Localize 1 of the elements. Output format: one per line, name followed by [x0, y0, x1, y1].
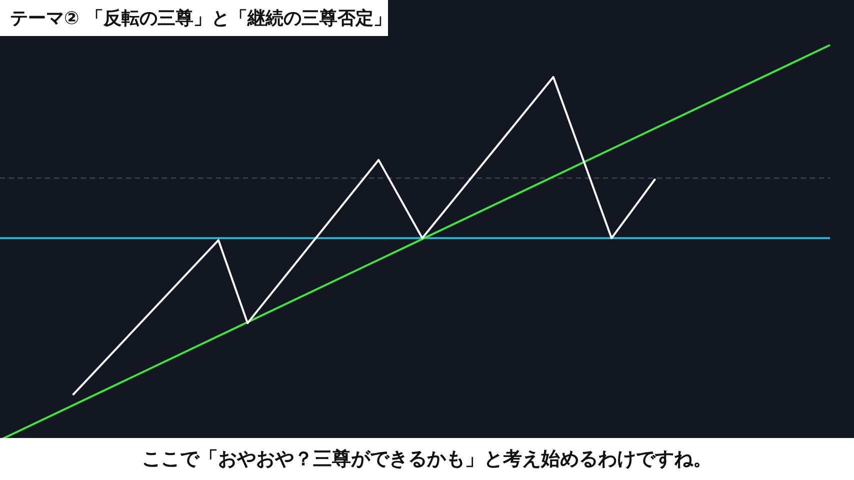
chart-title: テーマ② 「反転の三尊」と「継続の三尊否定」	[9, 7, 393, 31]
